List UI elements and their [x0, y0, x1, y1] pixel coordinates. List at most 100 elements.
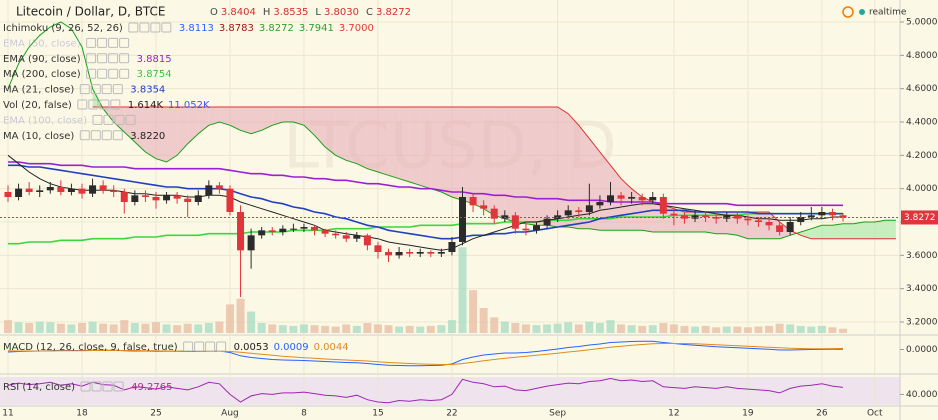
row-icon: [86, 68, 97, 79]
legend-value: 3.8113: [179, 23, 214, 34]
volume-bar: [543, 324, 552, 333]
volume-bar: [194, 324, 203, 333]
ohlc-key: O: [210, 7, 218, 18]
cloud-segment: [811, 225, 822, 239]
volume-bar: [67, 324, 76, 333]
realtime-label: realtime: [869, 8, 907, 18]
candle-body: [89, 185, 97, 194]
row-icon: [97, 37, 108, 48]
candle-body: [670, 213, 678, 216]
cloud-segment: [504, 107, 516, 222]
candle-body: [649, 197, 657, 201]
cloud-segment: [187, 107, 199, 144]
row-icon: [97, 68, 108, 79]
volume-bar: [204, 323, 213, 333]
row-icon: [183, 341, 194, 352]
cloud-segment: [589, 138, 600, 231]
candle-body: [25, 188, 33, 192]
cloud-segment: [874, 220, 886, 239]
cloud-segment: [356, 107, 368, 169]
volume-bar: [120, 320, 129, 333]
cloud-segment: [547, 107, 558, 227]
chart-title: Litecoin / Dollar, D, BTCE: [16, 5, 166, 19]
cloud-segment: [229, 107, 241, 131]
volume-bar: [25, 323, 34, 333]
panel-readout: 0.0053: [234, 342, 269, 353]
cloud-segment: [610, 165, 622, 231]
candle-body: [723, 215, 731, 219]
volume-bar: [828, 327, 837, 333]
candle-body: [300, 227, 308, 229]
y-tick-label: 4.6000: [906, 84, 938, 94]
legend-name: MA (200, close): [3, 69, 81, 80]
indicator-line: [7, 377, 844, 404]
alert-icon: [842, 6, 854, 18]
volume-bar: [659, 323, 668, 333]
last-price-tag: [901, 210, 938, 225]
volume-bar: [109, 324, 118, 333]
volume-bar: [373, 324, 382, 333]
candle-body: [163, 195, 171, 201]
candle-body: [480, 205, 488, 209]
candle-body: [490, 208, 498, 219]
volume-bar: [532, 325, 541, 333]
cloud-segment: [293, 107, 304, 126]
candle-body: [638, 197, 646, 201]
candle-body: [289, 228, 297, 230]
x-tick-label: 25: [150, 409, 161, 419]
legend-name: MA (10, close): [3, 131, 74, 142]
volume-bar: [88, 321, 97, 333]
ohlc-key: L: [315, 7, 321, 18]
volume-bar: [257, 323, 266, 333]
candle-body: [57, 187, 65, 192]
volume-bar: [437, 325, 446, 333]
cloud-segment: [885, 220, 896, 239]
x-tick-label: 8: [301, 409, 307, 419]
row-icon: [92, 114, 103, 125]
y-tick-label: 3.2000: [906, 318, 938, 328]
x-tick-label: 26: [816, 409, 828, 419]
legend-value: 3.7000: [339, 23, 374, 34]
candle-body: [533, 225, 540, 231]
x-tick-label: 22: [446, 409, 457, 419]
candle-body: [691, 215, 699, 219]
volume-bar: [416, 326, 425, 333]
cloud-segment: [377, 107, 389, 176]
volume-bar: [395, 326, 404, 333]
candle-body: [617, 195, 625, 199]
cloud-segment: [853, 222, 865, 239]
candle-body: [36, 190, 44, 192]
ohlc-value: 3.8272: [376, 7, 411, 18]
volume-bar: [511, 323, 520, 333]
row-icon: [101, 130, 112, 141]
candle-body: [374, 245, 382, 252]
cloud-segment: [325, 107, 336, 156]
plot: [0, 0, 900, 405]
volume-bar: [14, 322, 23, 333]
volume-bar: [627, 325, 636, 333]
volume-bar: [564, 322, 573, 333]
candle-body: [776, 225, 784, 232]
candle-body: [469, 197, 477, 206]
ohlc-key: C: [366, 7, 373, 18]
cloud-segment: [388, 107, 400, 179]
indicator-line: [8, 161, 843, 207]
candle-body: [110, 190, 118, 192]
volume-bar: [585, 321, 594, 333]
volume-bar: [225, 304, 234, 333]
cloud-segment: [219, 107, 230, 126]
cloud-segment: [367, 107, 378, 172]
volume-bar: [310, 325, 319, 333]
cloud-segment: [409, 107, 421, 186]
volume-bar: [236, 298, 245, 333]
row-icon: [91, 381, 102, 392]
volume-bar: [743, 327, 752, 333]
volume-bar: [384, 325, 393, 333]
volume-bar: [553, 323, 562, 333]
row-icon: [79, 84, 90, 95]
row-icon: [97, 53, 108, 64]
cloud-segment: [251, 107, 262, 134]
cloud-segment: [420, 107, 431, 189]
candle-body: [564, 210, 572, 216]
row-icon: [119, 37, 130, 48]
